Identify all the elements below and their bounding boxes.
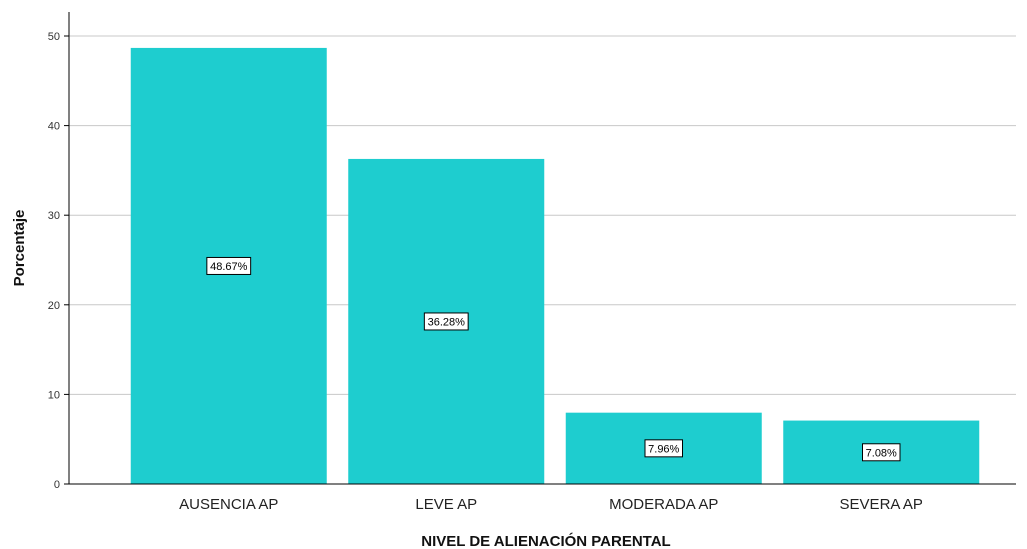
- axes: [68, 12, 1016, 485]
- data-label: 7.96%: [648, 443, 679, 455]
- y-tick-label: 10: [48, 389, 60, 401]
- x-tick-label: AUSENCIA AP: [179, 496, 278, 513]
- data-label-box: [206, 256, 252, 275]
- y-tick-label: 20: [48, 300, 60, 312]
- y-tick-label: 40: [48, 121, 60, 133]
- y-axis-title: Porcentaje: [11, 210, 28, 287]
- x-tick-labels: AUSENCIA AP LEVE AP MODERADA AP SEVERA AP: [179, 496, 923, 513]
- y-tick-label: 0: [54, 479, 60, 491]
- data-label: 7.08%: [866, 447, 897, 459]
- data-labels: 48.67% 36.28% 7.96% 7.08%: [206, 256, 901, 462]
- data-label: 48.67%: [210, 261, 248, 273]
- x-tick-label: SEVERA AP: [840, 496, 923, 513]
- x-axis-title: NIVEL DE ALIENACIÓN PARENTAL: [421, 532, 670, 549]
- x-tick-label: MODERADA AP: [609, 496, 718, 513]
- y-tick-label: 30: [48, 210, 60, 222]
- y-tick-labels: 0 10 20 30 40 50: [48, 31, 69, 491]
- bars: [130, 47, 980, 484]
- data-label-box: [423, 312, 469, 331]
- data-label: 36.28%: [428, 316, 466, 328]
- y-tick-label: 50: [48, 31, 60, 43]
- data-label-box: [644, 439, 683, 458]
- x-tick-label: LEVE AP: [415, 496, 477, 513]
- data-label-box: [862, 443, 901, 462]
